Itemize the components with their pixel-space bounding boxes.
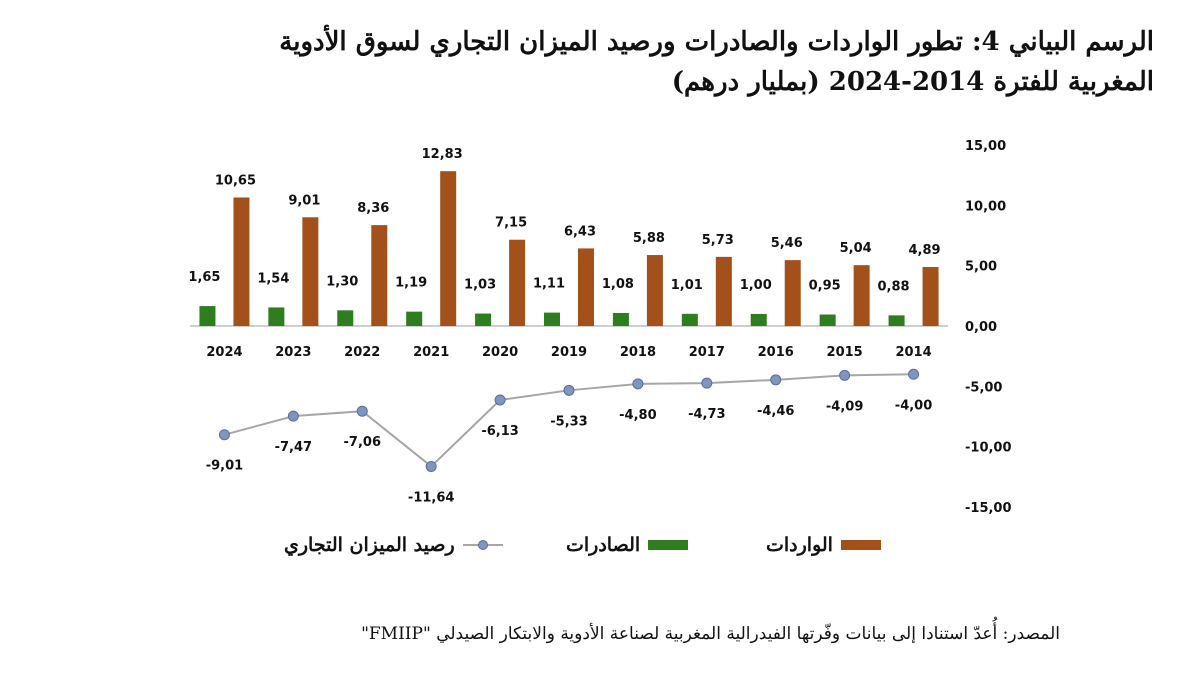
data-label-balance: -7,06 xyxy=(344,435,381,450)
data-label-balance: -7,47 xyxy=(275,440,312,455)
bar-exports xyxy=(268,307,285,326)
x-tick-label: 2018 xyxy=(620,345,656,360)
legend-swatch-exports xyxy=(648,540,689,550)
bar-imports xyxy=(715,256,732,326)
data-label-exports: 1,01 xyxy=(671,278,703,293)
bar-imports xyxy=(440,171,457,326)
bar-exports xyxy=(475,313,492,326)
x-tick-label: 2015 xyxy=(827,345,863,360)
chart-area: 15,00 10,00 5,00 0,00 -5,00 -10,00 -15,00 1,65 1… xyxy=(188,139,1012,516)
balance-point xyxy=(494,394,506,406)
data-label-exports: 1,11 xyxy=(533,277,565,292)
data-label-balance: -9,01 xyxy=(206,459,243,474)
data-label-balance: -11,64 xyxy=(408,490,455,505)
chart-title-line2: المغربية للفترة 2014-2024 (بمليار درهم) xyxy=(671,67,1154,97)
balance-point xyxy=(770,374,782,386)
data-label-balance: -4,00 xyxy=(895,398,932,413)
data-label-exports: 1,19 xyxy=(395,276,427,291)
balance-point xyxy=(632,378,644,390)
data-label-imports: 5,73 xyxy=(702,233,734,248)
bar-exports xyxy=(612,312,629,326)
bar-imports xyxy=(646,255,663,326)
source-note: المصدر: أُعدّ استنادا إلى بيانات وفّرتها… xyxy=(361,624,1060,644)
y-tick-label: -10,00 xyxy=(965,441,1012,456)
x-tick-label: 2021 xyxy=(413,345,449,360)
bar-exports xyxy=(750,313,767,326)
bar-imports xyxy=(302,217,319,326)
bar-exports xyxy=(337,310,354,326)
data-label-imports: 5,46 xyxy=(771,236,803,251)
y-tick-label: 5,00 xyxy=(965,260,997,275)
chart-title-line1: الرسم البياني 4: تطور الواردات والصادرات… xyxy=(279,27,1154,57)
bar-exports xyxy=(819,314,836,326)
x-tick-label: 2014 xyxy=(895,345,931,360)
data-label-imports: 5,04 xyxy=(840,241,872,256)
bar-imports xyxy=(922,266,939,326)
bar-imports xyxy=(853,265,870,326)
balance-point xyxy=(287,410,299,422)
y-tick-label: 10,00 xyxy=(965,199,1006,214)
data-label-exports: 0,95 xyxy=(809,279,841,294)
bar-exports xyxy=(544,312,560,326)
data-label-exports: 1,65 xyxy=(188,270,220,285)
y-tick-label: 15,00 xyxy=(965,139,1006,154)
data-label-imports: 6,43 xyxy=(564,224,596,239)
balance-point xyxy=(701,377,713,389)
data-label-imports: 8,36 xyxy=(357,201,389,216)
bar-imports xyxy=(784,260,801,326)
legend-swatch-imports xyxy=(840,540,881,550)
data-label-exports: 0,88 xyxy=(878,279,910,294)
x-tick-label: 2020 xyxy=(482,345,518,360)
data-label-exports: 1,30 xyxy=(326,274,358,289)
x-tick-label: 2019 xyxy=(551,345,587,360)
balance-point xyxy=(356,405,368,417)
balance-point xyxy=(839,369,851,381)
data-label-imports: 9,01 xyxy=(288,193,320,208)
bar-imports xyxy=(578,248,594,326)
data-label-balance: -4,80 xyxy=(619,408,656,423)
legend-label-balance: رصيد الميزان التجاري xyxy=(284,534,455,556)
balance-point xyxy=(563,384,575,396)
data-label-balance: -4,09 xyxy=(826,399,863,414)
data-label-balance: -6,13 xyxy=(481,424,518,439)
legend-label-exports: الصادرات xyxy=(566,534,641,556)
bar-imports xyxy=(371,225,388,326)
legend-swatch-balance xyxy=(462,540,503,550)
bar-exports xyxy=(406,311,423,326)
y-tick-label: -5,00 xyxy=(965,380,1002,395)
legend: الواردات الصادرات رصيد الميزان التجاري xyxy=(0,530,1194,560)
data-label-imports: 5,88 xyxy=(633,231,665,246)
x-tick-label: 2024 xyxy=(206,345,242,360)
x-tick-label: 2023 xyxy=(275,345,311,360)
x-tick-label: 2017 xyxy=(689,345,725,360)
data-label-balance: -5,33 xyxy=(550,414,587,429)
data-label-balance: -4,73 xyxy=(688,407,725,422)
y-tick-label: -15,00 xyxy=(965,501,1012,516)
y-tick-label: 0,00 xyxy=(965,320,997,335)
data-label-exports: 1,00 xyxy=(740,278,772,293)
data-label-exports: 1,03 xyxy=(464,278,496,293)
legend-label-imports: الواردات xyxy=(766,534,833,556)
balance-point xyxy=(908,368,920,380)
data-label-exports: 1,54 xyxy=(257,271,289,286)
data-label-imports: 4,89 xyxy=(909,243,941,258)
bar-exports xyxy=(681,313,698,326)
balance-point xyxy=(218,429,230,441)
data-label-imports: 12,83 xyxy=(422,147,463,162)
legend-item-exports: الصادرات xyxy=(566,530,689,560)
data-label-imports: 10,65 xyxy=(215,173,256,188)
data-label-imports: 7,15 xyxy=(495,216,527,231)
bar-exports xyxy=(199,306,216,326)
data-label-exports: 1,08 xyxy=(602,277,634,292)
data-label-balance: -4,46 xyxy=(757,404,794,419)
bar-imports xyxy=(509,239,526,326)
x-tick-label: 2022 xyxy=(344,345,380,360)
legend-item-imports: الواردات xyxy=(766,530,881,560)
x-tick-label: 2016 xyxy=(758,345,794,360)
legend-item-balance: رصيد الميزان التجاري xyxy=(284,530,505,560)
bar-exports xyxy=(888,315,905,326)
bar-imports xyxy=(233,197,250,326)
balance-point xyxy=(425,460,437,472)
